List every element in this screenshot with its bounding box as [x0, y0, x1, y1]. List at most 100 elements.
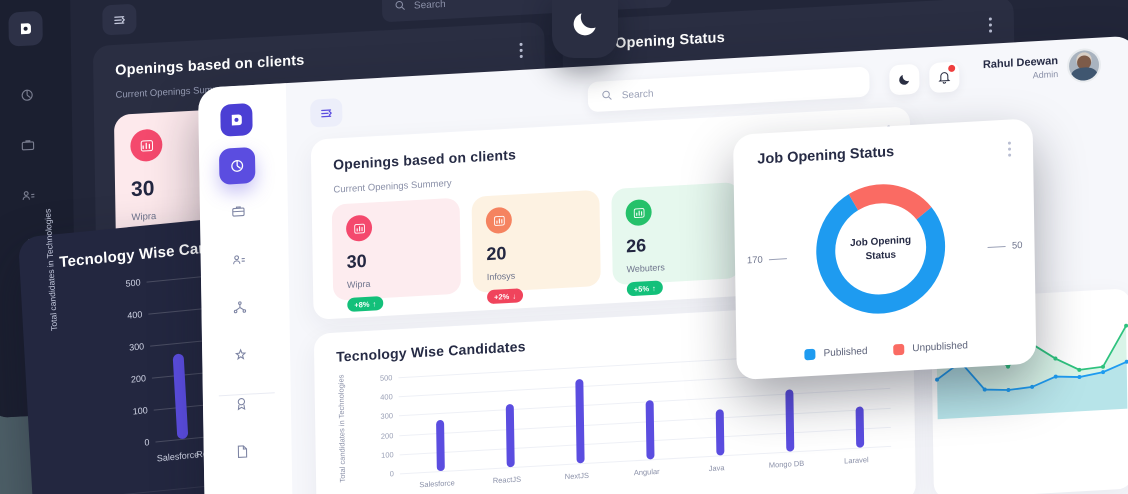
- x-axis-tick: Salesforce: [156, 449, 200, 464]
- sidebar-item-referrals[interactable]: [226, 341, 254, 369]
- more-vertical-icon[interactable]: [988, 17, 993, 33]
- x-axis-tick: Salesforce: [419, 478, 455, 490]
- data-point[interactable]: [1101, 370, 1106, 375]
- bar[interactable]: [785, 388, 795, 452]
- area-fill: [937, 361, 1128, 420]
- donut-left-leader: 170: [747, 253, 787, 266]
- more-vertical-icon[interactable]: [1007, 141, 1012, 157]
- dark-mode-toggle[interactable]: [552, 0, 618, 58]
- data-point[interactable]: [1124, 323, 1128, 328]
- leader-line: [768, 257, 787, 261]
- sidebar-item-documents[interactable]: [227, 437, 255, 465]
- sidebar-item-jobs[interactable]: [14, 131, 40, 158]
- donut-segment-published[interactable]: [816, 194, 946, 314]
- bar[interactable]: [436, 419, 445, 472]
- status-badge: +2% ↓: [486, 288, 524, 305]
- sidebar: [198, 83, 294, 494]
- data-point[interactable]: [1030, 384, 1035, 389]
- more-vertical-icon[interactable]: [519, 42, 523, 59]
- stat-value: 26: [626, 235, 647, 257]
- bar-chart-icon: [625, 198, 652, 227]
- trend-down-icon: ↓: [512, 291, 517, 301]
- data-point[interactable]: [1006, 364, 1011, 369]
- donut-left-value: 170: [746, 254, 763, 267]
- y-axis-tick: 300: [128, 341, 145, 353]
- data-point[interactable]: [1077, 375, 1082, 380]
- card-title: Tecnology Wise Candidates: [336, 338, 526, 365]
- data-point[interactable]: [935, 377, 940, 382]
- badge-value: +5%: [633, 283, 650, 294]
- search-input[interactable]: Search: [587, 66, 870, 113]
- stat-value: 20: [486, 243, 507, 265]
- legend-item-published[interactable]: Published: [804, 345, 868, 361]
- card-title: Job Opening Status: [757, 144, 895, 168]
- legend-item-unpublished[interactable]: Unpublished: [893, 340, 969, 356]
- bar[interactable]: [715, 409, 725, 456]
- data-point[interactable]: [1077, 367, 1082, 372]
- stat-card: 20 Infosys +2% ↓: [471, 189, 601, 305]
- donut-right-value: 50: [1011, 240, 1023, 252]
- y-axis-tick: 100: [381, 449, 394, 460]
- legend-swatch: [804, 348, 816, 361]
- x-axis-tick: Java: [708, 463, 725, 474]
- search-input[interactable]: Search: [381, 0, 672, 23]
- page-title: Openings based on clients: [115, 52, 305, 79]
- y-axis-tick: 500: [379, 373, 393, 383]
- y-axis-label: Total candidates in Technologies: [336, 374, 348, 483]
- data-point[interactable]: [982, 387, 987, 392]
- y-axis-tick: 0: [389, 469, 394, 479]
- stat-label: Infosys: [486, 270, 516, 283]
- data-point[interactable]: [1101, 364, 1106, 369]
- sidebar-item-jobs[interactable]: [224, 197, 252, 225]
- sidebar-item-network[interactable]: [225, 293, 253, 321]
- y-axis-tick: 100: [132, 405, 148, 417]
- user-profile[interactable]: Rahul Deewan Admin: [983, 47, 1102, 89]
- status-badge: +8% ↑: [347, 295, 384, 313]
- chart-legend: Published Unpublished: [736, 336, 1036, 364]
- stat-label: Webuters: [626, 262, 665, 275]
- app-logo-icon[interactable]: [8, 10, 43, 47]
- bar[interactable]: [855, 406, 865, 448]
- data-point[interactable]: [1006, 388, 1011, 393]
- bar[interactable]: [575, 378, 585, 464]
- sidebar-item-dashboard[interactable]: [218, 146, 256, 185]
- avatar[interactable]: [1066, 47, 1102, 84]
- legend-label: Unpublished: [912, 340, 969, 355]
- y-axis-tick: 400: [380, 392, 393, 403]
- bar[interactable]: [645, 400, 655, 460]
- leader-line: [988, 245, 1006, 249]
- sidebar-item-candidates[interactable]: [15, 181, 41, 208]
- app-logo-icon[interactable]: [220, 102, 253, 137]
- sidebar-item-badges[interactable]: [227, 389, 255, 417]
- bell-icon[interactable]: [929, 61, 960, 94]
- donut-chart[interactable]: Job Opening Status: [810, 175, 952, 323]
- data-point[interactable]: [1053, 356, 1058, 361]
- notification-dot: [948, 64, 956, 73]
- menu-collapse-icon[interactable]: [102, 3, 137, 36]
- bar-chart-icon: [485, 206, 513, 235]
- y-axis-tick: 300: [380, 411, 394, 422]
- sidebar-item-candidates[interactable]: [224, 245, 252, 273]
- search-placeholder-text: Search: [621, 88, 654, 101]
- sidebar-item-dashboard[interactable]: [13, 81, 39, 108]
- donut-right-leader: 50: [988, 240, 1023, 253]
- legend-label: Published: [823, 345, 868, 360]
- menu-collapse-icon[interactable]: [310, 97, 343, 128]
- y-axis-tick: 400: [127, 309, 143, 321]
- x-axis-tick: Angular: [633, 466, 660, 478]
- donut-segment-unpublished[interactable]: [848, 184, 932, 220]
- moon-icon[interactable]: [889, 63, 920, 96]
- moon-icon: [573, 13, 596, 36]
- legend-swatch: [893, 343, 905, 356]
- stat-label: Wipra: [346, 278, 371, 290]
- bar[interactable]: [505, 403, 515, 468]
- badge-value: +8%: [354, 299, 370, 310]
- trend-up-icon: ↑: [372, 298, 377, 309]
- user-role: Admin: [1032, 68, 1059, 81]
- badge-value: +2%: [494, 291, 510, 302]
- y-axis-tick: 0: [144, 437, 150, 448]
- bar[interactable]: [172, 353, 189, 440]
- job-opening-status-card: Job Opening Status 170 50 Job Opening St…: [733, 118, 1037, 381]
- data-point[interactable]: [1053, 374, 1058, 379]
